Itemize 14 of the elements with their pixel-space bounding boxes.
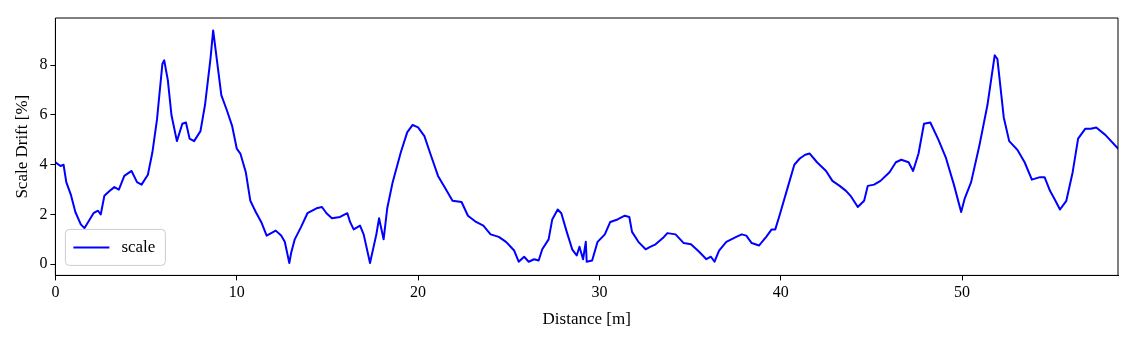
x-tick-label: 0 [51, 283, 60, 301]
y-tick-label: 2 [39, 204, 48, 222]
y-tick-label: 0 [39, 254, 48, 272]
x-tick-label: 40 [772, 283, 789, 301]
x-tick-label: 50 [954, 283, 971, 301]
x-tick-label: 20 [410, 283, 427, 301]
x-tick-label: 30 [591, 283, 608, 301]
y-axis-title: Scale Drift [%] [11, 94, 31, 199]
y-tick-label: 4 [39, 154, 48, 172]
x-tick-label: 10 [228, 283, 245, 301]
legend-label: scale [121, 236, 156, 256]
x-axis-title: Distance [m] [542, 309, 631, 329]
y-tick-label: 6 [39, 105, 48, 123]
y-tick-label: 8 [39, 55, 48, 73]
